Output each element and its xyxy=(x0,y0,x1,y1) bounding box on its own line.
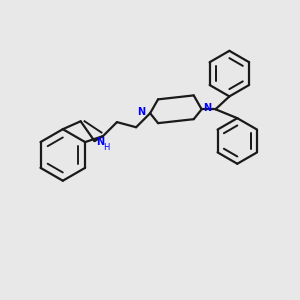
Text: N: N xyxy=(137,107,145,117)
Text: N: N xyxy=(204,103,212,113)
Text: H: H xyxy=(103,142,110,152)
Text: N: N xyxy=(97,137,105,147)
